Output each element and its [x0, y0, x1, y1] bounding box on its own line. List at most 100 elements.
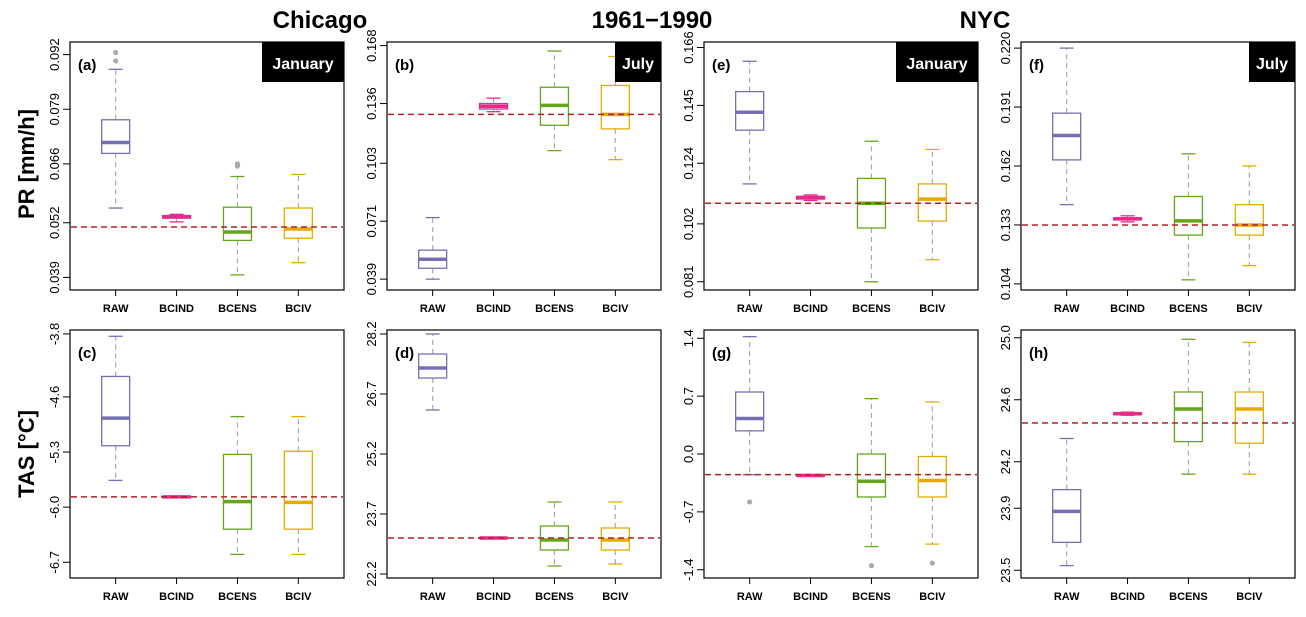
box-bcens — [222, 415, 253, 556]
outlier-point — [113, 58, 119, 64]
box-bcind — [1112, 215, 1143, 223]
box-raw — [418, 333, 448, 411]
x-tick-label: BCENS — [852, 303, 891, 315]
box-iqr — [101, 119, 131, 155]
box-iqr — [917, 455, 947, 498]
x-tick-label: BCIND — [476, 591, 511, 603]
box-iqr — [222, 206, 253, 242]
y-tick-label: 0.039 — [364, 263, 379, 296]
row-bottom-ylabel: TAS [°C] — [14, 410, 39, 498]
box-bciv — [600, 55, 630, 161]
box-bcens — [539, 50, 570, 152]
x-tick-label: RAW — [420, 591, 446, 603]
y-tick-label: 0.071 — [364, 205, 379, 238]
month-label: July — [622, 56, 654, 73]
y-tick-label: 28.2 — [364, 321, 379, 346]
y-tick-label: -4.6 — [47, 386, 62, 408]
box-bcens — [1173, 153, 1204, 281]
y-tick-label: 0.103 — [364, 147, 379, 180]
x-tick-label: BCIND — [1110, 303, 1145, 315]
y-tick-label: 25.0 — [998, 325, 1013, 350]
box-bcind — [1112, 411, 1143, 416]
panel-label: (c) — [78, 345, 96, 362]
y-tick-label: 0.7 — [681, 387, 696, 405]
y-tick-label: 23.7 — [364, 501, 379, 526]
x-tick-label: BCENS — [1169, 303, 1208, 315]
panel-a: 0.039 0.052 0.066 0.079 0.092 RAW BCIND BCENS BC… — [47, 38, 345, 315]
header-center-title: 1961−1990 — [592, 7, 713, 34]
header-left-title: Chicago — [273, 7, 368, 34]
panel-label: (d) — [395, 345, 414, 362]
row-top-ylabel: PR [mm/h] — [14, 109, 39, 219]
box-iqr — [917, 183, 947, 222]
y-tick-label: 0.081 — [681, 265, 696, 298]
y-tick-label: 0.102 — [681, 208, 696, 241]
box-iqr — [101, 375, 131, 447]
box-bcens — [856, 140, 887, 283]
box-iqr — [539, 525, 570, 551]
panel-b: 0.039 0.071 0.103 0.136 0.168 RAW BCIND BCENS BC… — [364, 29, 662, 315]
month-label: January — [906, 56, 967, 73]
month-badge — [615, 42, 661, 82]
y-tick-label: 0.136 — [364, 87, 379, 120]
y-tick-label: 0.066 — [47, 148, 62, 181]
box-bciv — [283, 173, 313, 264]
y-tick-label: 24.6 — [998, 387, 1013, 412]
y-tick-label: -5.3 — [47, 441, 62, 463]
y-tick-label: 1.4 — [681, 329, 696, 347]
box-raw — [1052, 437, 1082, 567]
panel-label: (b) — [395, 57, 414, 74]
y-tick-label: -1.4 — [681, 559, 696, 581]
y-tick-label: 0.052 — [47, 206, 62, 239]
x-tick-label: BCENS — [1169, 591, 1208, 603]
y-tick-label: 0.145 — [681, 89, 696, 122]
y-tick-label: 0.166 — [681, 31, 696, 64]
y-tick-label: 0.133 — [998, 209, 1013, 242]
outlier-point — [234, 161, 241, 167]
x-tick-label: BCIND — [159, 591, 194, 603]
x-tick-label: RAW — [103, 591, 129, 603]
box-iqr — [1234, 391, 1264, 444]
x-tick-label: BCENS — [535, 303, 574, 315]
y-tick-label: -6.0 — [47, 496, 62, 518]
panel-frame — [703, 329, 979, 579]
y-tick-label: 24.2 — [998, 449, 1013, 474]
box-bcind — [161, 213, 192, 223]
box-bciv — [1234, 165, 1264, 267]
outlier-point — [747, 499, 753, 505]
box-iqr — [283, 207, 313, 239]
x-tick-label: BCENS — [535, 591, 574, 603]
panel-frame — [69, 41, 345, 291]
x-tick-label: BCIV — [919, 591, 946, 603]
panel-frame — [69, 329, 345, 579]
x-tick-label: BCIV — [602, 303, 629, 315]
x-tick-label: BCIV — [919, 303, 946, 315]
y-tick-label: 26.7 — [364, 381, 379, 406]
box-raw — [418, 216, 448, 280]
y-tick-label: -0.7 — [681, 501, 696, 523]
panel-label: (g) — [712, 345, 731, 362]
box-raw — [735, 60, 765, 185]
x-tick-label: BCIV — [602, 591, 629, 603]
box-bciv — [283, 415, 313, 556]
y-tick-label: -6.7 — [47, 551, 62, 573]
panel-label: (e) — [712, 57, 730, 74]
panel-f: 0.104 0.133 0.162 0.191 0.220 RAW BCIND BCENS BC… — [998, 32, 1296, 315]
box-bcind — [795, 194, 826, 202]
x-tick-label: BCIV — [285, 591, 312, 603]
panel-label: (h) — [1029, 345, 1048, 362]
outlier-point — [929, 560, 935, 566]
y-tick-label: 0.162 — [998, 150, 1013, 183]
box-bciv — [917, 401, 947, 566]
panel-g: -1.4 -0.7 0.0 0.7 1.4 RAW BCIND BCENS BCIV (g) — [681, 329, 979, 603]
box-raw — [1052, 47, 1082, 206]
x-tick-label: RAW — [1054, 303, 1080, 315]
month-label: January — [272, 56, 333, 73]
box-bciv — [1234, 341, 1264, 475]
x-tick-label: BCENS — [218, 303, 257, 315]
box-iqr — [283, 450, 313, 530]
y-tick-label: 0.0 — [681, 445, 696, 463]
box-raw — [101, 49, 131, 209]
